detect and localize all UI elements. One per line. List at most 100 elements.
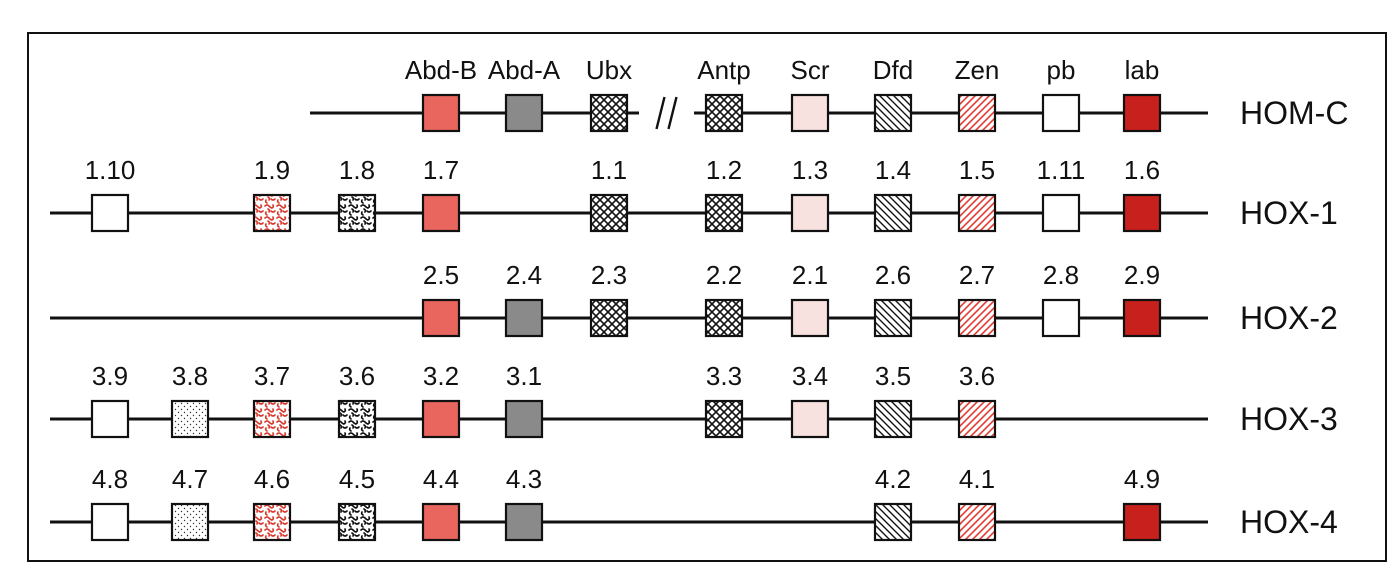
gene-1.10: 1.10 [85, 155, 135, 233]
gene-box [421, 193, 461, 233]
gene-1.5: 1.5 [957, 155, 997, 233]
gene-label: 2.7 [959, 260, 995, 290]
gene-box [589, 93, 629, 133]
gene-box [90, 193, 130, 233]
gene-label: 2.3 [591, 260, 627, 290]
gene-box [957, 193, 997, 233]
gene-label: 1.5 [959, 155, 995, 185]
gene-1.2: 1.2 [704, 155, 744, 233]
gene-box [252, 193, 292, 233]
cluster-name: HOX-4 [1240, 504, 1338, 540]
gene-label: 3.6 [339, 361, 375, 391]
gene-3.6: 3.6 [957, 361, 997, 439]
gene-label: 2.1 [792, 260, 828, 290]
gene-label: 1.2 [706, 155, 742, 185]
gene-label: 1.8 [339, 155, 375, 185]
gene-box [1041, 298, 1081, 338]
gene-4.1: 4.1 [957, 464, 997, 542]
gene-label: 1.3 [792, 155, 828, 185]
gene-box [170, 399, 210, 439]
gene-1.9: 1.9 [252, 155, 292, 233]
gene-label: 4.6 [254, 464, 290, 494]
gene-label: 3.7 [254, 361, 290, 391]
gene-2.8: 2.8 [1041, 260, 1081, 338]
gene-3.7: 3.7 [252, 361, 292, 439]
cluster-row-hox-1: 1.10 1.9 1.8 1.7 1.1 1.2 1.3 1.4 1.5 1.11 1.6 HOX-1 [50, 155, 1338, 233]
cluster-name: HOX-2 [1240, 300, 1338, 336]
gene-label: 3.1 [506, 361, 542, 391]
cluster-row-hom-c: Abd-B Abd-A Ubx Antp Scr Dfd Zen pb lab HOM-C [310, 55, 1348, 133]
gene-2.4: 2.4 [504, 260, 544, 338]
gene-box [1041, 193, 1081, 233]
gene-box [1122, 93, 1162, 133]
gene-1.3: 1.3 [790, 155, 830, 233]
gene-box [589, 193, 629, 233]
gene-box [873, 93, 913, 133]
gene-label: 2.4 [506, 260, 542, 290]
gene-3.2: 3.2 [421, 361, 461, 439]
gene-label: Antp [697, 55, 751, 85]
gene-box [1041, 93, 1081, 133]
gene-box [589, 298, 629, 338]
gene-box [957, 502, 997, 542]
gene-label: 4.8 [92, 464, 128, 494]
gene-4.4: 4.4 [421, 464, 461, 542]
gene-label: 3.4 [792, 361, 828, 391]
gene-label: 4.3 [506, 464, 542, 494]
gene-box [704, 298, 744, 338]
gene-box [421, 502, 461, 542]
cluster-name: HOX-1 [1240, 195, 1338, 231]
gene-label: 3.8 [172, 361, 208, 391]
gene-2.9: 2.9 [1122, 260, 1162, 338]
gene-Zen: Zen [955, 55, 999, 133]
gene-1.1: 1.1 [589, 155, 629, 233]
gene-Ubx: Ubx [586, 55, 632, 133]
gene-box [421, 298, 461, 338]
gene-box [790, 298, 830, 338]
gene-label: 1.9 [254, 155, 290, 185]
gene-4.5: 4.5 [337, 464, 377, 542]
gene-label: 2.9 [1124, 260, 1160, 290]
gene-box [790, 399, 830, 439]
gene-box [873, 399, 913, 439]
gene-box [704, 193, 744, 233]
gene-1.11: 1.11 [1037, 155, 1086, 233]
gene-label: Abd-B [405, 55, 477, 85]
gene-pb: pb [1041, 55, 1081, 133]
gene-label: 4.2 [875, 464, 911, 494]
gene-1.8: 1.8 [337, 155, 377, 233]
gene-3.9: 3.9 [90, 361, 130, 439]
gene-box [504, 93, 544, 133]
gene-4.3: 4.3 [504, 464, 544, 542]
gene-box [873, 502, 913, 542]
gene-label: 3.9 [92, 361, 128, 391]
gene-label: 4.4 [423, 464, 459, 494]
gene-lab: lab [1122, 55, 1162, 133]
gene-2.1: 2.1 [790, 260, 830, 338]
gene-box [790, 93, 830, 133]
gene-label: 3.6 [959, 361, 995, 391]
break-mark [655, 96, 678, 130]
gene-3.5: 3.5 [873, 361, 913, 439]
gene-2.3: 2.3 [589, 260, 629, 338]
gene-label: 4.7 [172, 464, 208, 494]
gene-box [1122, 193, 1162, 233]
gene-label: 4.1 [959, 464, 995, 494]
cluster-row-hox-4: 4.8 4.7 4.6 4.5 4.4 4.3 4.2 4.1 4.9 HOX-4 [50, 464, 1338, 542]
gene-label: 2.6 [875, 260, 911, 290]
gene-label: 1.11 [1037, 155, 1086, 185]
gene-label: lab [1125, 55, 1160, 85]
gene-box [90, 502, 130, 542]
gene-box [957, 399, 997, 439]
gene-Scr: Scr [790, 55, 830, 133]
gene-label: Abd-A [488, 55, 561, 85]
gene-1.4: 1.4 [873, 155, 913, 233]
gene-2.6: 2.6 [873, 260, 913, 338]
gene-box [790, 193, 830, 233]
gene-label: 2.8 [1043, 260, 1079, 290]
gene-3.4: 3.4 [790, 361, 830, 439]
gene-4.7: 4.7 [170, 464, 210, 542]
gene-label: 1.6 [1124, 155, 1160, 185]
